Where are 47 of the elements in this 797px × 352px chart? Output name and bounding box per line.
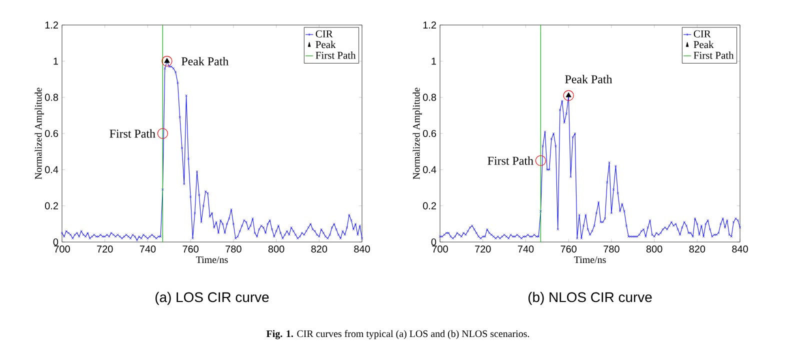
text: (a) LOS CIR curve xyxy=(156,292,269,305)
y-tick-label: 0.4 xyxy=(423,166,436,174)
x-tick-label: 800 xyxy=(268,246,284,253)
y-tick-label: 1 xyxy=(432,58,436,65)
x-tick-label: 760 xyxy=(182,246,198,253)
annotation: Peak Path xyxy=(182,56,229,66)
y-tick-label: 0.6 xyxy=(45,130,58,138)
x-tick-label: 800 xyxy=(646,246,662,253)
y-tick-label: 0.4 xyxy=(45,166,58,174)
legend-label: CIR xyxy=(316,30,333,38)
legend-label: Peak xyxy=(316,40,336,48)
legend-label: First Path xyxy=(694,52,734,59)
x-tick-label: 780 xyxy=(226,246,242,253)
legend-label: First Path xyxy=(316,52,356,59)
x-tick-label: 760 xyxy=(560,246,576,253)
y-tick-label: 0.2 xyxy=(423,202,436,210)
y-tick-label: 0.8 xyxy=(423,94,436,101)
annotation: Peak Path xyxy=(565,74,612,84)
y-tick-label: 1 xyxy=(54,58,58,65)
y-axis-title: Normalized Amplitude xyxy=(34,88,44,180)
y-tick-label: 0.8 xyxy=(45,94,58,101)
x-tick-label: 720 xyxy=(475,246,491,253)
x-tick-label: 740 xyxy=(518,246,534,253)
annotation: First Path xyxy=(110,129,156,138)
legend-label: Peak xyxy=(694,40,714,48)
y-tick-label: 1.2 xyxy=(45,22,58,28)
y-tick-label: 0.2 xyxy=(45,202,58,210)
text: (b) NLOS CIR curve xyxy=(528,292,652,305)
x-tick-label: 840 xyxy=(354,246,370,253)
y-tick-label: 1.2 xyxy=(423,22,436,28)
y-axis-title: Normalized Amplitude xyxy=(412,88,422,180)
x-tick-label: 820 xyxy=(311,246,328,253)
x-tick-label: 820 xyxy=(689,246,706,253)
x-tick-label: 740 xyxy=(140,246,156,253)
x-axis-title: Time/ns xyxy=(574,256,606,264)
x-tick-label: 700 xyxy=(432,246,448,253)
text: Fig. 1. CIR curves from typical (a) LOS and (b) NLOS scenarios. xyxy=(266,330,530,340)
x-tick-label: 840 xyxy=(732,246,748,253)
x-tick-label: 780 xyxy=(604,246,620,253)
x-axis-title: Time/ns xyxy=(196,256,228,264)
y-tick-label: 0.6 xyxy=(423,130,436,138)
legend-label: CIR xyxy=(694,30,711,38)
annotation: First Path xyxy=(488,156,534,165)
y-tick-label: 0 xyxy=(53,238,58,246)
y-tick-label: 0 xyxy=(431,238,436,246)
x-tick-label: 720 xyxy=(97,246,113,253)
x-tick-label: 700 xyxy=(54,246,70,253)
